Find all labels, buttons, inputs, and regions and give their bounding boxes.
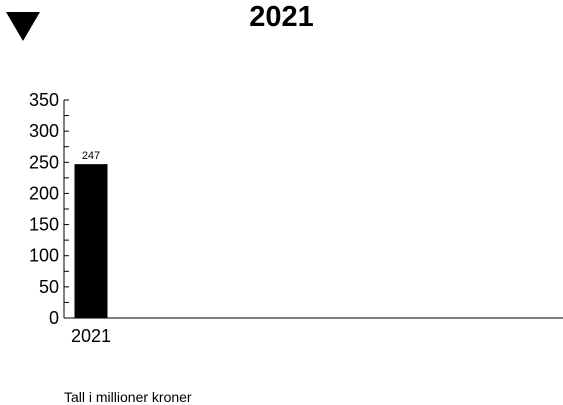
y-tick-label: 50: [39, 277, 59, 297]
x-axis-labels: 2021: [71, 326, 111, 346]
y-axis-ticks: 0 50 100 150 200 250 300 350: [29, 90, 69, 328]
bars: 247: [74, 150, 108, 318]
bar-data-label: 247: [82, 150, 100, 162]
y-tick-label: 150: [29, 215, 59, 235]
y-tick-label: 0: [49, 308, 59, 328]
chart-title: 2021: [249, 1, 314, 33]
bar: [74, 164, 108, 318]
y-tick-label: 350: [29, 90, 59, 110]
y-tick-label: 200: [29, 183, 59, 203]
y-tick-label: 100: [29, 246, 59, 266]
x-tick-label: 2021: [71, 326, 111, 346]
chart-axes: [63, 100, 563, 319]
unit-footnote: Tall i millioner kroner: [64, 389, 192, 405]
collapse-toggle-button[interactable]: [6, 12, 40, 42]
y-tick-label: 250: [29, 152, 59, 172]
y-tick-label: 300: [29, 121, 59, 141]
triangle-down-icon: [6, 12, 40, 41]
